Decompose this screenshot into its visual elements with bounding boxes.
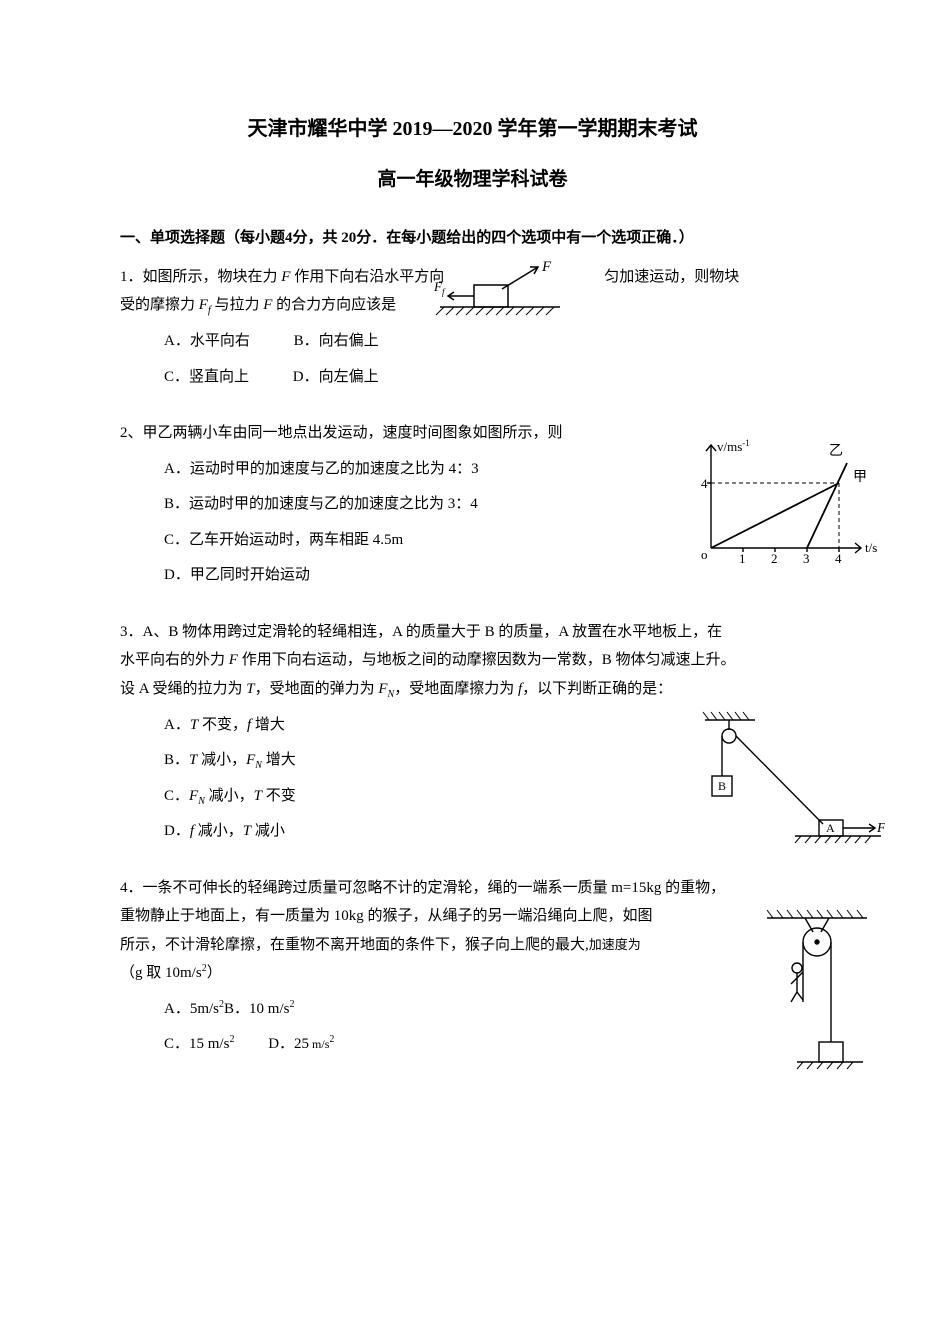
q2-fig-label-yi: 乙: [829, 443, 843, 459]
section-heading: 一、单项选择题（每小题4分，共 20分．在每小题给出的四个选项中有一个选项正确．…: [120, 224, 825, 253]
q3-fig-label-B: B: [718, 779, 726, 793]
q2-fig-xtick-4: 4: [835, 551, 842, 566]
q1-figure: Ff F: [430, 259, 570, 321]
q3-fig-label-A: A: [826, 821, 835, 835]
q2-figure: v/ms-1 t/s 4 o 1 2 3 4 乙 甲: [681, 433, 881, 573]
q1-optD: D．向左偏上: [293, 362, 379, 394]
q4-optC: C．15 m/s2: [164, 1036, 234, 1052]
q2-fig-xtick-1: 1: [739, 551, 746, 566]
q1-optC: C．竖直向上: [164, 362, 249, 394]
q2-fig-xtick-3: 3: [803, 551, 810, 566]
q2-fig-ylabel: v/ms: [717, 439, 742, 454]
page-title-main: 天津市耀华中学 2019—2020 学年第一学期期末考试: [120, 110, 825, 148]
q4-options-row1: A．5m/s2B．10 m/s2: [164, 994, 825, 1026]
q3-fig-label-F: F: [876, 821, 885, 836]
question-4: 4．一条不可伸长的轻绳跨过质量可忽略不计的定滑轮，绳的一端系一质量 m=15kg…: [120, 874, 825, 1061]
q4-options-row2: C．15 m/s2 D．25 m/s2: [164, 1029, 825, 1061]
q1-fig-label-F: F: [541, 259, 552, 275]
q4-stem: 4．一条不可伸长的轻绳跨过质量可忽略不计的定滑轮，绳的一端系一质量 m=15kg…: [120, 874, 825, 988]
question-3: B A F 3．A、B 物体用跨过定滑轮的轻绳相连，A 的质量大于 B 的质量，…: [120, 618, 825, 848]
page-title-sub: 高一年级物理学科试卷: [120, 162, 825, 198]
svg-text:v/ms-1: v/ms-1: [717, 438, 750, 454]
q1-optB: B．向右偏上: [294, 326, 379, 358]
q2-fig-label-jia: 甲: [853, 470, 867, 485]
q4-optA: A．5m/s2: [164, 1001, 224, 1017]
question-1: Ff F 1．如图所示，物块在力 F 作用下向右沿水平方向匀加速运动，则物块 受…: [120, 263, 825, 394]
question-2: v/ms-1 t/s 4 o 1 2 3 4 乙 甲 2、甲乙两辆小车由同一地点…: [120, 419, 825, 592]
q2-fig-xlabel: t/s: [865, 540, 877, 555]
q1-options-row2: C．竖直向上 D．向左偏上: [164, 362, 825, 394]
q2-fig-origin: o: [701, 547, 708, 562]
q3-figure: B A F: [685, 706, 885, 856]
q3-stem: 3．A、B 物体用跨过定滑轮的轻绳相连，A 的质量大于 B 的质量，A 放置在水…: [120, 618, 825, 704]
q1-options-row1: A．水平向右 B．向右偏上: [164, 326, 825, 358]
q2-fig-ytick-4: 4: [701, 476, 708, 491]
q1-optA: A．水平向右: [164, 326, 250, 358]
q1-fig-label-Ff: Ff: [433, 279, 446, 297]
q4-optB: B．10 m/s2: [224, 1001, 294, 1017]
q4-figure: [757, 902, 877, 1082]
q4-optD: D．25 m/s2: [268, 1036, 334, 1052]
q2-fig-xtick-2: 2: [771, 551, 778, 566]
